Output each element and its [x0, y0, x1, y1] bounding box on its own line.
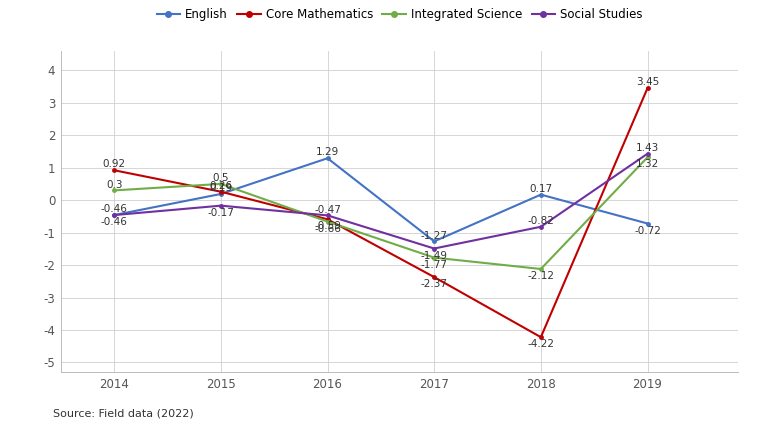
English [216, 192, 225, 197]
Text: 1.43: 1.43 [636, 143, 659, 153]
Text: 3.45: 3.45 [636, 77, 659, 87]
Text: -0.17: -0.17 [208, 208, 234, 218]
Text: -2.37: -2.37 [421, 279, 447, 289]
Text: 0.5: 0.5 [212, 173, 229, 183]
Social Studies [110, 212, 119, 217]
Text: -2.12: -2.12 [527, 271, 554, 281]
Social Studies [643, 151, 652, 156]
Integrated Science [643, 155, 652, 160]
Text: 1.32: 1.32 [636, 159, 659, 170]
English [323, 156, 332, 161]
Integrated Science [323, 219, 332, 224]
Text: 1.29: 1.29 [316, 147, 339, 157]
Text: -0.46: -0.46 [100, 217, 128, 227]
Text: -0.59: -0.59 [314, 221, 341, 231]
Core Mathematics [216, 189, 225, 194]
Text: 0.26: 0.26 [209, 181, 232, 191]
Line: Core Mathematics: Core Mathematics [112, 86, 650, 340]
Core Mathematics [110, 168, 119, 173]
Text: -1.27: -1.27 [421, 231, 447, 241]
Text: 0.3: 0.3 [106, 179, 123, 190]
Text: -0.47: -0.47 [314, 205, 341, 214]
Text: -0.46: -0.46 [100, 204, 128, 214]
English [110, 212, 119, 217]
Integrated Science [537, 266, 546, 272]
Integrated Science [216, 181, 225, 187]
Text: -0.82: -0.82 [527, 216, 554, 226]
Core Mathematics [643, 85, 652, 91]
English [643, 221, 652, 226]
Legend: English, Core Mathematics, Integrated Science, Social Studies: English, Core Mathematics, Integrated Sc… [157, 8, 642, 22]
Text: -1.77: -1.77 [421, 260, 447, 270]
Line: English: English [112, 156, 650, 244]
Social Studies [537, 224, 546, 229]
Text: -0.72: -0.72 [634, 225, 661, 236]
Integrated Science [110, 188, 119, 193]
Core Mathematics [323, 217, 332, 222]
Text: 0.17: 0.17 [530, 184, 552, 194]
Line: Social Studies: Social Studies [112, 151, 650, 251]
Social Studies [216, 203, 225, 208]
English [430, 239, 439, 244]
Text: -0.66: -0.66 [314, 224, 341, 234]
Line: Integrated Science: Integrated Science [112, 155, 650, 272]
Core Mathematics [430, 275, 439, 280]
Text: 0.19: 0.19 [209, 183, 232, 193]
Text: 0.92: 0.92 [103, 159, 126, 170]
English [537, 192, 546, 197]
Text: -4.22: -4.22 [527, 339, 554, 349]
Social Studies [323, 213, 332, 218]
Text: Source: Field data (2022): Source: Field data (2022) [53, 409, 194, 419]
Social Studies [430, 246, 439, 251]
Core Mathematics [537, 335, 546, 340]
Text: -1.49: -1.49 [421, 251, 447, 261]
Integrated Science [430, 255, 439, 260]
